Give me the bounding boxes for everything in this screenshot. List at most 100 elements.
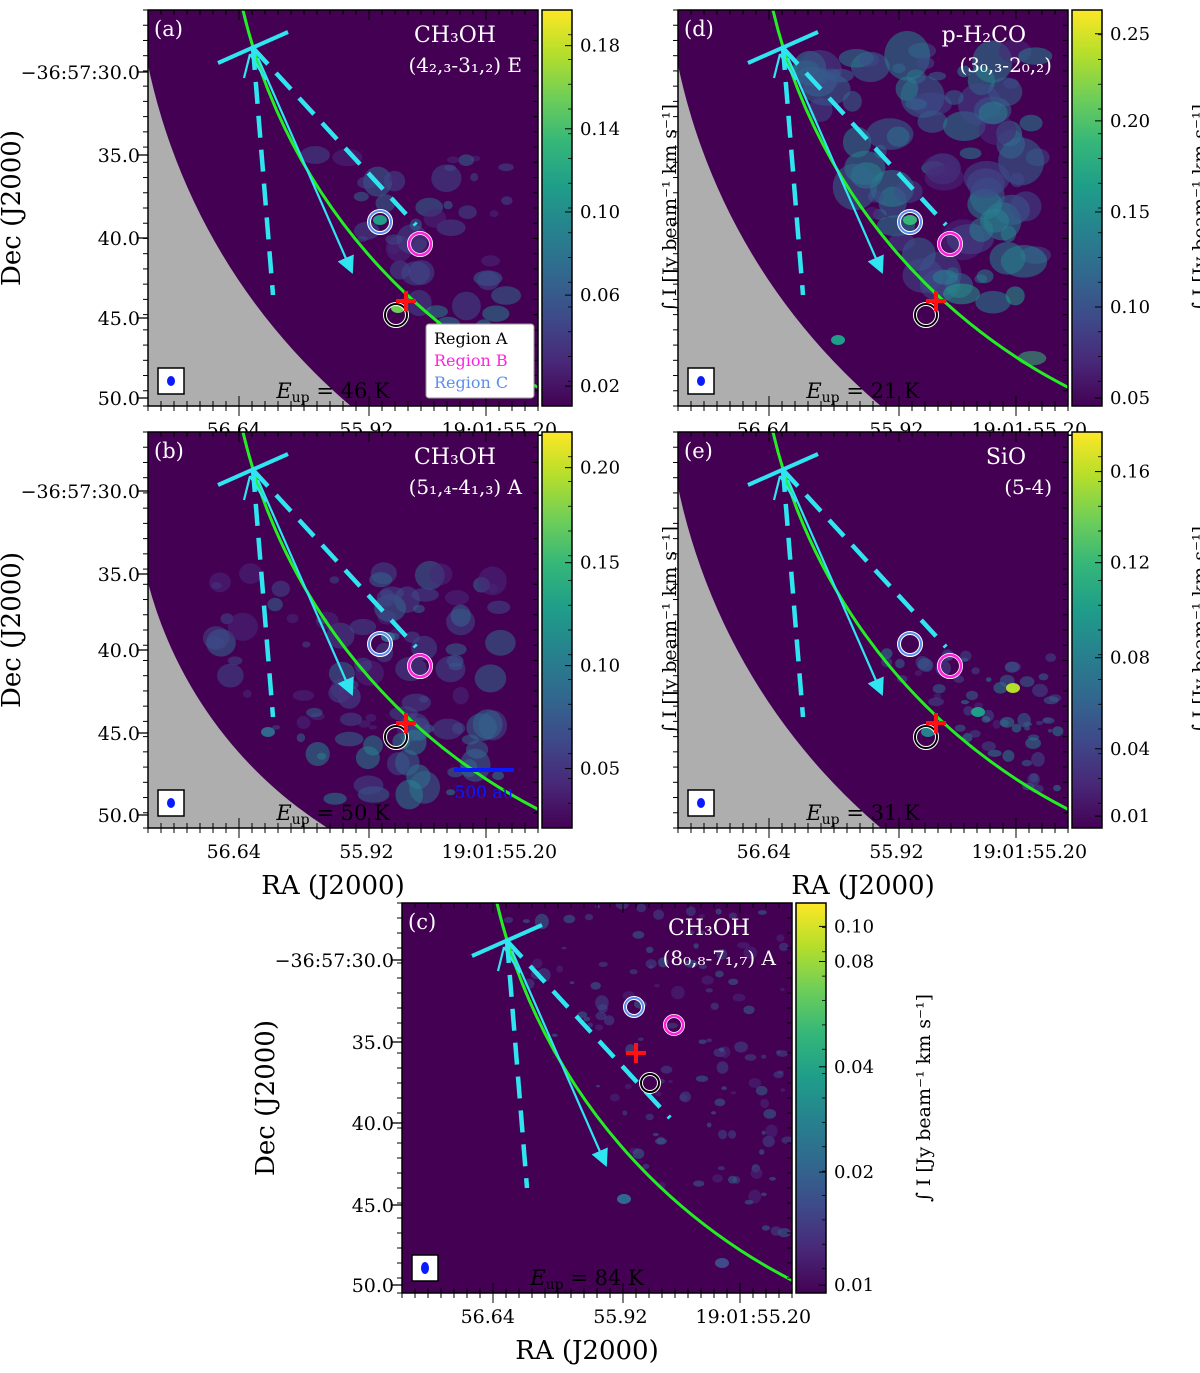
y-tick-label: 50.0	[352, 1275, 394, 1297]
emission-blob	[645, 1113, 654, 1121]
emission-blob	[715, 908, 722, 915]
eup-subscript: up	[292, 390, 310, 406]
emission-blob	[714, 1098, 726, 1107]
y-axis-label: Dec (J2000)	[0, 552, 27, 708]
emission-blob	[1023, 721, 1033, 727]
legend-entry: Region A	[434, 329, 508, 348]
outflow-arrowhead-right	[496, 946, 506, 972]
emission-blob	[1043, 717, 1052, 723]
y-tick-label: 40.0	[98, 228, 140, 250]
emission-blob	[227, 656, 243, 665]
outflow-dashed-left	[250, 469, 276, 718]
emission-blob	[761, 1225, 770, 1231]
emission-blob	[411, 587, 439, 602]
emission-blob	[632, 931, 645, 939]
panel-label: (e)	[684, 439, 713, 463]
region-b-circle	[407, 653, 433, 679]
emission-blob	[981, 716, 991, 723]
emission-blob	[987, 749, 1002, 757]
emission-blob	[610, 1093, 620, 1102]
emission-blob	[435, 656, 466, 683]
emission-blob	[916, 56, 935, 70]
emission-blob	[895, 658, 905, 669]
emission-peak	[373, 215, 387, 225]
outflow-arrowhead-right	[242, 53, 252, 79]
eup-value: = 50 K	[310, 801, 390, 825]
emission-blob	[296, 733, 306, 743]
panel-e: (e) SiO (5-4) Eup = 31 K 56.64 55.92 19:01:55.…	[673, 431, 1088, 901]
x-tick-label: 55.92	[869, 841, 923, 863]
emission-blob	[728, 1130, 737, 1139]
emission-blob	[632, 1148, 645, 1159]
outflow-arrowhead-left	[249, 475, 267, 503]
emission-blob	[443, 200, 453, 210]
region-b-circle	[937, 653, 963, 679]
eup-subscript: up	[822, 812, 840, 828]
transition-label: (8₀,₈-7₁,₇) A	[663, 946, 777, 970]
emission-blob	[859, 52, 880, 67]
outflow-arrowhead-left	[249, 53, 267, 81]
emission-blob	[590, 982, 601, 990]
region-b-circle	[937, 231, 963, 257]
outflow-axis-arrow	[786, 479, 884, 697]
emission-blob	[652, 1132, 659, 1137]
region-a-circle	[914, 725, 938, 749]
panel-a-image	[148, 10, 538, 406]
emission-peak	[1006, 683, 1020, 693]
x-tick-label: 55.92	[339, 841, 393, 863]
colorbar-b: 0.05 0.10 0.15 0.20 ∫ I [Jy beam⁻¹ km s⁻¹]	[541, 431, 681, 829]
masked-region	[678, 487, 881, 828]
emission-peak	[831, 335, 845, 345]
emission-blob	[376, 589, 396, 607]
colorbar-tick-label: 0.20	[580, 458, 620, 479]
y-tick-label: −36:57:30.0	[21, 62, 140, 84]
masked-region	[678, 65, 881, 406]
panel-label: (a)	[154, 17, 183, 41]
emission-blob	[744, 1054, 757, 1061]
emission-blob	[387, 242, 400, 255]
eup-label: Eup = 21 K	[805, 379, 920, 406]
region-a-circle	[384, 303, 408, 327]
emission-blob	[532, 958, 543, 969]
emission-blob	[339, 712, 363, 726]
colorbar-tick-label: 0.20	[1110, 111, 1150, 132]
x-tick-label: 19:01:55.20	[972, 841, 1088, 863]
emission-peak	[903, 215, 917, 225]
emission-blob	[1031, 752, 1045, 767]
emission-blob	[715, 970, 724, 978]
outflow-dashed-right	[781, 468, 948, 649]
emission-peak	[715, 1258, 729, 1268]
emission-blob	[598, 961, 608, 967]
emission-blob	[706, 1038, 713, 1043]
y-tick-label: 45.0	[352, 1195, 394, 1217]
emission-blob	[668, 1079, 673, 1084]
beam-box	[157, 367, 185, 395]
masked-region	[148, 582, 328, 828]
emission-blob	[637, 1037, 644, 1041]
outflow-dashed-right	[505, 939, 672, 1120]
eup-label: Eup = 50 K	[275, 801, 390, 828]
outflow-bar	[747, 452, 819, 487]
emission-blob	[894, 180, 923, 203]
emission-blob	[760, 1098, 769, 1109]
legend-box	[425, 323, 535, 399]
region-b-circle	[407, 231, 433, 257]
emission-blob	[243, 689, 252, 698]
panel-c-image	[402, 903, 792, 1293]
outflow-axis-arrow	[256, 57, 354, 275]
emission-blob	[596, 1084, 600, 1088]
colorbar-tick-label: 0.02	[834, 1162, 874, 1183]
emission-blob	[684, 959, 698, 968]
emission-blob	[368, 725, 377, 730]
emission-blob	[976, 269, 994, 284]
emission-blob	[1048, 728, 1053, 733]
emission-blob	[728, 978, 739, 985]
outflow-arrowhead-left	[779, 53, 797, 81]
colorbar-tick-label: 0.18	[580, 36, 620, 57]
emission-blob	[1038, 673, 1049, 681]
emission-blob	[748, 1078, 762, 1088]
emission-blob	[744, 1199, 754, 1205]
colorbar-bar	[1071, 431, 1103, 829]
species-label: SiO	[986, 445, 1026, 470]
